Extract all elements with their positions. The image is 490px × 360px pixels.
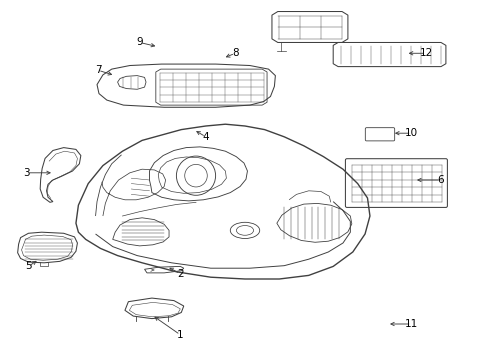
- Text: 8: 8: [232, 48, 239, 58]
- Text: 4: 4: [202, 132, 209, 142]
- Text: 11: 11: [405, 319, 418, 329]
- Text: 10: 10: [405, 128, 418, 138]
- Text: 6: 6: [438, 175, 444, 185]
- Text: 5: 5: [25, 261, 32, 271]
- Text: 12: 12: [419, 48, 433, 58]
- Text: 9: 9: [136, 37, 143, 48]
- Text: 1: 1: [177, 330, 184, 340]
- Text: 3: 3: [24, 168, 30, 178]
- Text: 7: 7: [95, 65, 101, 75]
- Text: 2: 2: [177, 269, 184, 279]
